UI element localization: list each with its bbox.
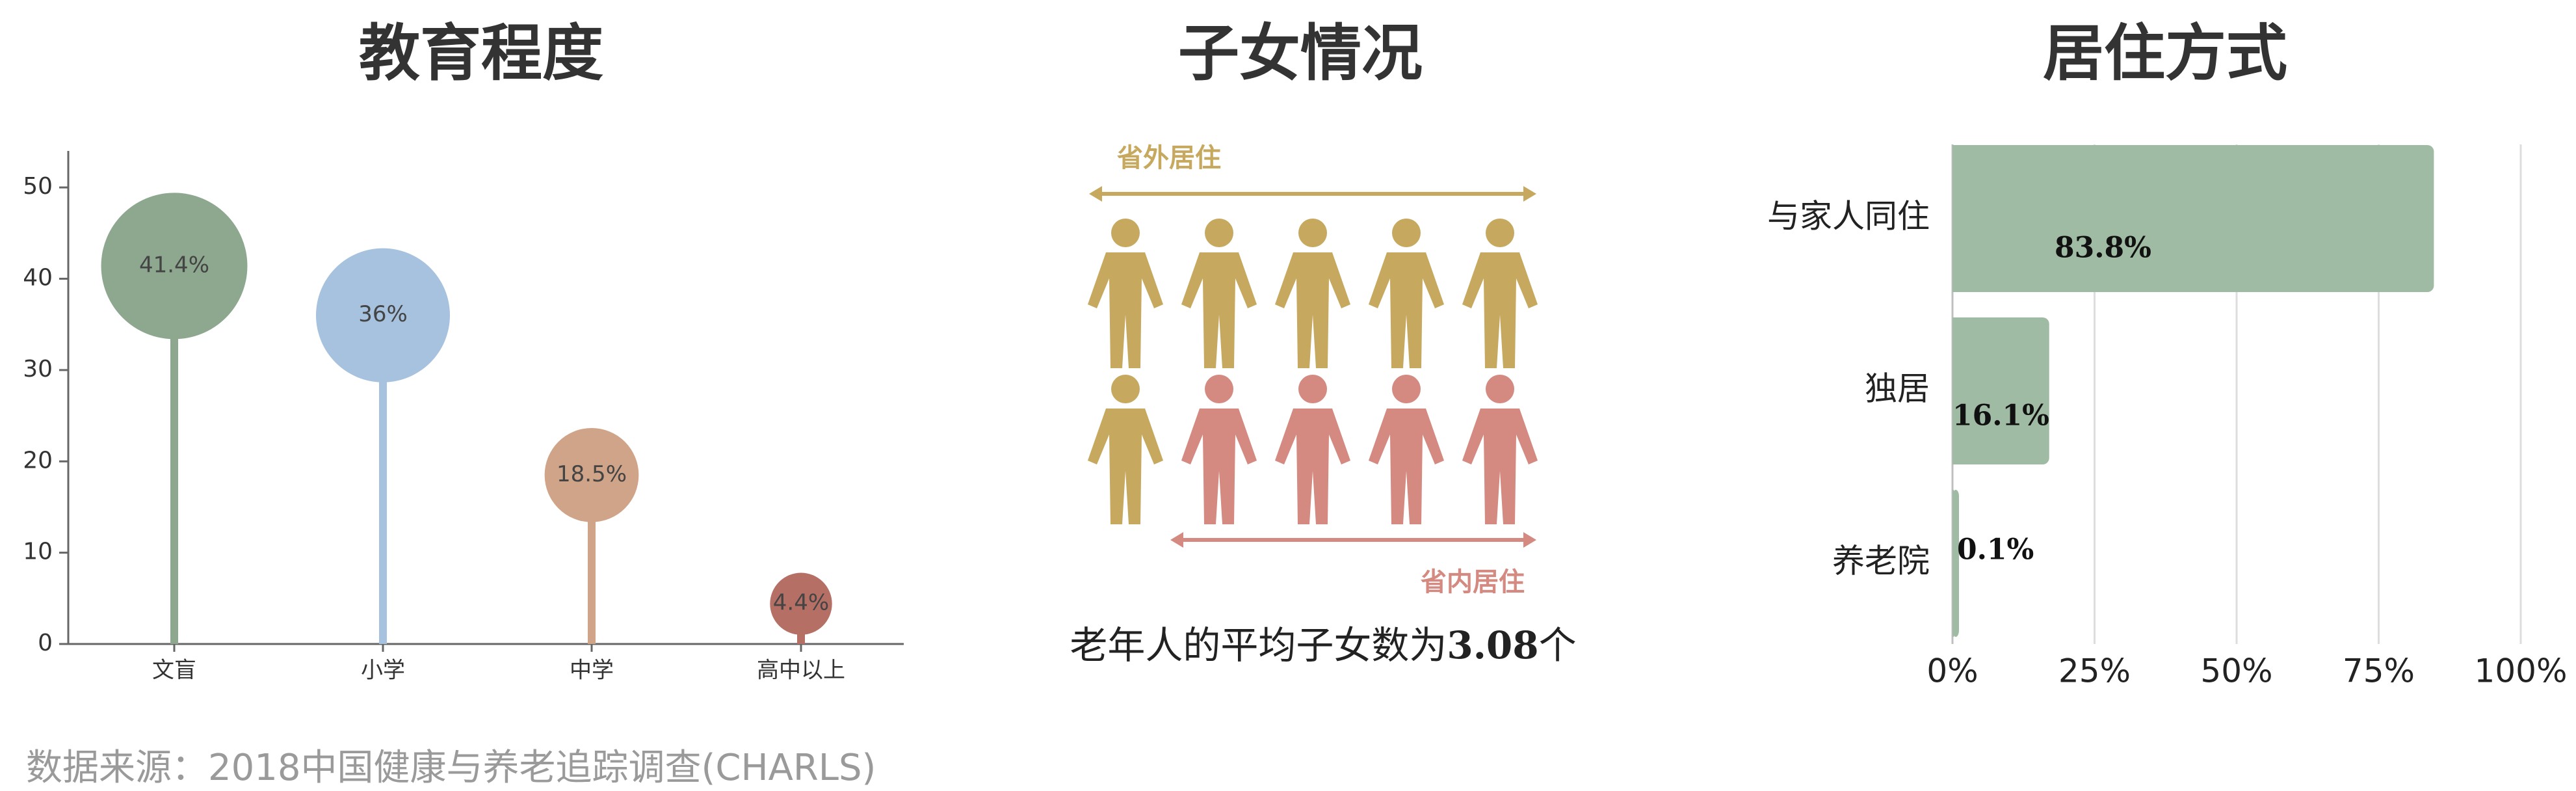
x-tick-label: 小学 [361, 658, 405, 684]
person-icon [1088, 219, 1163, 368]
x-tick-label: 文盲 [152, 658, 196, 684]
y-tick-label: 养老院 [1832, 543, 1930, 580]
y-tick-label: 与家人同住 [1767, 198, 1930, 235]
bar-edge [1952, 145, 1960, 292]
children-title: 子女情况 [1177, 18, 1423, 89]
bar [1952, 145, 2434, 292]
x-tick-label: 75% [2343, 652, 2415, 690]
person-head [1392, 219, 1421, 247]
person-head [1486, 375, 1514, 403]
person-icon [1462, 375, 1538, 524]
outside-label: 省外居住 [1117, 143, 1221, 173]
person-icon [1462, 219, 1538, 368]
children-caption: 老年人的平均子女数为3.08个 [1070, 615, 1577, 669]
bar-edge [1952, 317, 1960, 464]
bar-value-label: 83.8% [2055, 232, 2151, 265]
person-head [1298, 375, 1327, 403]
person-body [1088, 252, 1163, 368]
education-title: 教育程度 [358, 18, 603, 89]
person-body [1088, 409, 1163, 524]
bar-edge [1952, 490, 1954, 637]
person-head [1392, 375, 1421, 403]
person-body [1369, 252, 1444, 368]
lollipop-head [316, 248, 450, 382]
person-icon [1275, 375, 1350, 524]
person-head [1205, 375, 1233, 403]
bar [1952, 490, 1959, 637]
x-tick-label: 0% [1926, 652, 1978, 690]
caption-prefix: 老年人的平均子女数为 [1070, 623, 1447, 667]
data-source-note: 数据来源：2018中国健康与养老追踪调查(CHARLS) [26, 747, 876, 789]
living-title: 居住方式 [2042, 18, 2287, 89]
lollipop-head [101, 193, 248, 340]
y-tick-label: 40 [23, 265, 53, 291]
bar-value-label: 0.1% [1957, 533, 2034, 567]
person-body [1181, 409, 1257, 524]
person-body [1275, 409, 1350, 524]
x-tick-label: 100% [2475, 652, 2568, 690]
person-icon [1369, 375, 1444, 524]
x-tick-label: 中学 [570, 658, 614, 684]
person-body [1462, 252, 1538, 368]
person-body [1462, 409, 1538, 524]
lollipop-head [770, 572, 832, 635]
person-head [1298, 219, 1327, 247]
inside-label: 省内居住 [1421, 567, 1525, 597]
data-label: 36% [358, 301, 408, 327]
y-tick-label: 50 [23, 173, 53, 200]
person-icon [1181, 375, 1257, 524]
person-head [1111, 375, 1140, 403]
bar [1952, 317, 2049, 464]
inside-arrow-head-right [1523, 532, 1536, 548]
person-body [1369, 409, 1444, 524]
person-icon [1369, 219, 1444, 368]
x-tick-label: 25% [2058, 652, 2131, 690]
caption-value: 3.08 [1447, 623, 1539, 667]
y-tick-label: 20 [23, 447, 53, 474]
x-tick-label: 50% [2200, 652, 2272, 690]
outside-arrow-head-right [1523, 186, 1536, 202]
lollipop-head [544, 427, 639, 522]
caption-suffix: 个 [1538, 623, 1577, 667]
outside-arrow-head-left [1089, 186, 1102, 202]
y-tick-label: 0 [38, 630, 53, 656]
y-tick-label: 30 [23, 356, 53, 382]
person-icon [1181, 219, 1257, 368]
person-body [1181, 252, 1257, 368]
bar-value-label: 16.1% [1952, 399, 2049, 433]
y-tick-label: 10 [23, 539, 53, 565]
person-head [1111, 219, 1140, 247]
person-icon [1275, 219, 1350, 368]
x-tick-label: 高中以上 [757, 658, 845, 684]
data-label: 41.4% [139, 252, 209, 278]
inside-arrow-head-left [1170, 532, 1183, 548]
y-tick-label: 独居 [1865, 370, 1930, 408]
data-label: 4.4% [773, 590, 829, 616]
person-body [1275, 252, 1350, 368]
person-head [1205, 219, 1233, 247]
person-icon [1088, 375, 1163, 524]
data-label: 18.5% [557, 461, 627, 487]
person-head [1486, 219, 1514, 247]
